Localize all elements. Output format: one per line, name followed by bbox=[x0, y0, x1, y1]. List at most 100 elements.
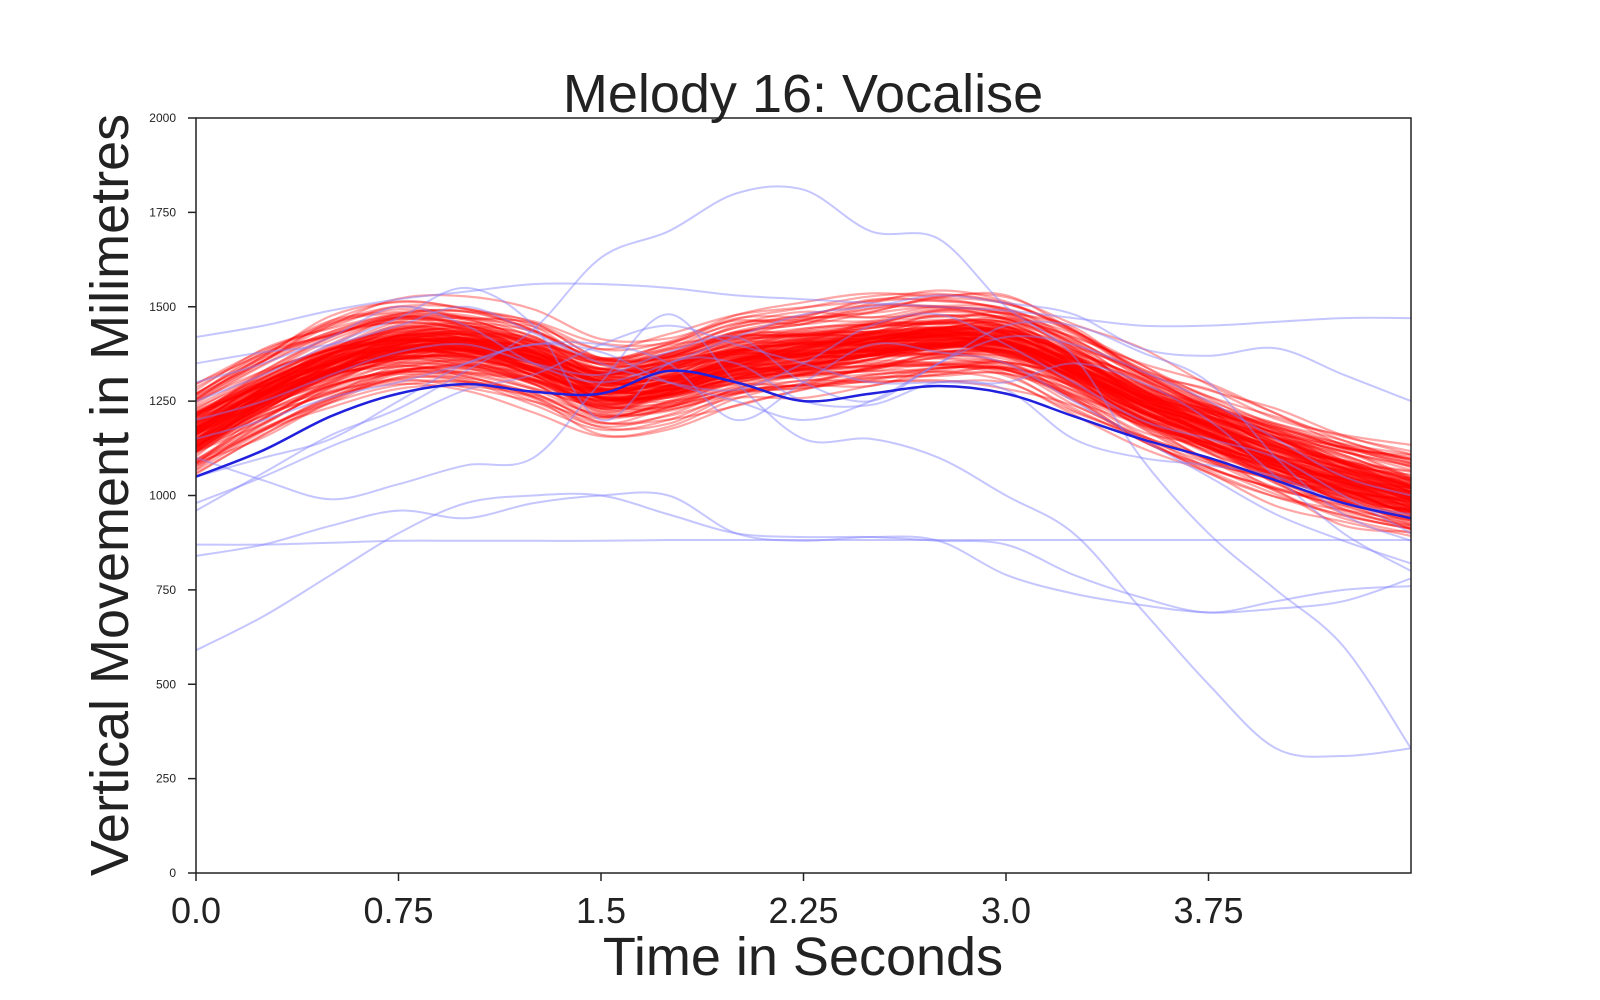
observed-trace bbox=[196, 341, 1411, 565]
simulated-trace bbox=[196, 320, 1411, 487]
simulated-trace bbox=[196, 342, 1411, 506]
simulated-trace bbox=[196, 328, 1411, 483]
y-axis-label: Vertical Movement in Milimetres bbox=[80, 114, 140, 876]
x-tick-label: 0.0 bbox=[171, 890, 221, 931]
simulated-trace bbox=[196, 330, 1411, 509]
simulated-trace bbox=[196, 308, 1411, 461]
simulated-trace bbox=[196, 346, 1411, 510]
simulated-traces bbox=[196, 289, 1411, 538]
simulated-trace bbox=[196, 304, 1411, 468]
observed-trace bbox=[196, 492, 1411, 652]
observed-trace bbox=[196, 185, 1411, 749]
simulated-trace bbox=[196, 333, 1411, 494]
simulated-trace bbox=[196, 370, 1411, 535]
x-axis-label: Time in Seconds bbox=[603, 927, 1003, 987]
simulated-trace bbox=[196, 332, 1411, 489]
simulated-trace bbox=[196, 379, 1411, 528]
simulated-trace bbox=[196, 338, 1411, 500]
simulated-trace bbox=[196, 342, 1411, 513]
simulated-trace bbox=[196, 339, 1411, 521]
simulated-trace bbox=[196, 335, 1411, 488]
observed-trace bbox=[196, 286, 1411, 516]
simulated-trace bbox=[196, 354, 1411, 502]
simulated-trace bbox=[196, 318, 1411, 491]
simulated-trace bbox=[196, 364, 1411, 517]
simulated-trace bbox=[196, 363, 1411, 520]
observed-trace bbox=[196, 324, 1411, 572]
simulated-trace bbox=[196, 344, 1411, 504]
simulated-trace bbox=[196, 330, 1411, 479]
chart-title: Melody 16: Vocalise bbox=[563, 64, 1043, 124]
simulated-trace bbox=[196, 303, 1411, 469]
observed-trace bbox=[196, 491, 1411, 614]
observed-trace bbox=[196, 313, 1411, 758]
simulated-trace bbox=[196, 318, 1411, 489]
y-tick-label: 250 bbox=[156, 772, 176, 786]
simulated-trace bbox=[196, 361, 1411, 533]
simulated-trace bbox=[196, 338, 1411, 506]
mean-trace bbox=[196, 369, 1411, 520]
x-tick-label: 3.75 bbox=[1173, 890, 1243, 931]
simulated-trace bbox=[196, 331, 1411, 502]
simulated-trace bbox=[196, 347, 1411, 522]
simulated-trace bbox=[196, 293, 1411, 467]
simulated-trace bbox=[196, 327, 1411, 493]
simulated-trace bbox=[196, 339, 1411, 504]
simulated-trace bbox=[196, 313, 1411, 482]
x-tick-label: 1.5 bbox=[576, 890, 626, 931]
simulated-trace bbox=[196, 345, 1411, 520]
simulated-trace bbox=[196, 338, 1411, 502]
simulated-trace bbox=[196, 291, 1411, 467]
simulated-trace bbox=[196, 327, 1411, 490]
simulated-trace bbox=[196, 289, 1411, 465]
simulated-trace bbox=[196, 361, 1411, 512]
x-tick-label: 2.25 bbox=[768, 890, 838, 931]
simulated-trace bbox=[196, 309, 1411, 462]
simulated-trace bbox=[196, 341, 1411, 506]
simulated-trace bbox=[196, 341, 1411, 500]
simulated-trace bbox=[196, 371, 1411, 530]
simulated-trace bbox=[196, 365, 1411, 522]
y-axis-ticks: 0 250 500 750 1000 1250 1500 1750 2000 bbox=[149, 111, 196, 880]
simulated-trace bbox=[196, 364, 1411, 527]
simulated-trace bbox=[196, 334, 1411, 498]
simulated-trace bbox=[196, 333, 1411, 489]
x-tick-label: 3.0 bbox=[981, 890, 1031, 931]
simulated-trace bbox=[196, 350, 1411, 505]
simulated-trace bbox=[196, 331, 1411, 493]
simulated-trace bbox=[196, 363, 1411, 531]
simulated-trace bbox=[196, 339, 1411, 507]
simulated-trace bbox=[196, 347, 1411, 500]
simulated-trace bbox=[196, 360, 1411, 518]
simulated-trace bbox=[196, 321, 1411, 477]
simulated-trace bbox=[196, 329, 1411, 486]
simulated-trace bbox=[196, 331, 1411, 503]
simulated-trace bbox=[196, 328, 1411, 488]
y-tick-label: 1500 bbox=[149, 300, 176, 314]
simulated-trace bbox=[196, 342, 1411, 502]
simulated-trace bbox=[196, 343, 1411, 495]
simulated-trace bbox=[196, 329, 1411, 497]
simulated-trace bbox=[196, 348, 1411, 512]
simulated-trace bbox=[196, 321, 1411, 481]
simulated-trace bbox=[196, 327, 1411, 484]
simulated-trace bbox=[196, 339, 1411, 497]
plot-area bbox=[196, 185, 1411, 758]
simulated-trace bbox=[196, 328, 1411, 499]
simulated-trace bbox=[196, 335, 1411, 514]
observed-trace bbox=[196, 334, 1411, 497]
simulated-trace bbox=[196, 342, 1411, 491]
simulated-trace bbox=[196, 362, 1411, 515]
simulated-trace bbox=[196, 359, 1411, 526]
simulated-trace bbox=[196, 327, 1411, 502]
simulated-trace bbox=[196, 342, 1411, 517]
simulated-trace bbox=[196, 331, 1411, 507]
simulated-trace bbox=[196, 354, 1411, 530]
simulated-trace bbox=[196, 318, 1411, 493]
y-tick-label: 0 bbox=[169, 866, 176, 880]
simulated-trace bbox=[196, 335, 1411, 493]
observed-traces bbox=[196, 185, 1411, 758]
simulated-trace bbox=[196, 322, 1411, 471]
simulated-trace bbox=[196, 324, 1411, 480]
